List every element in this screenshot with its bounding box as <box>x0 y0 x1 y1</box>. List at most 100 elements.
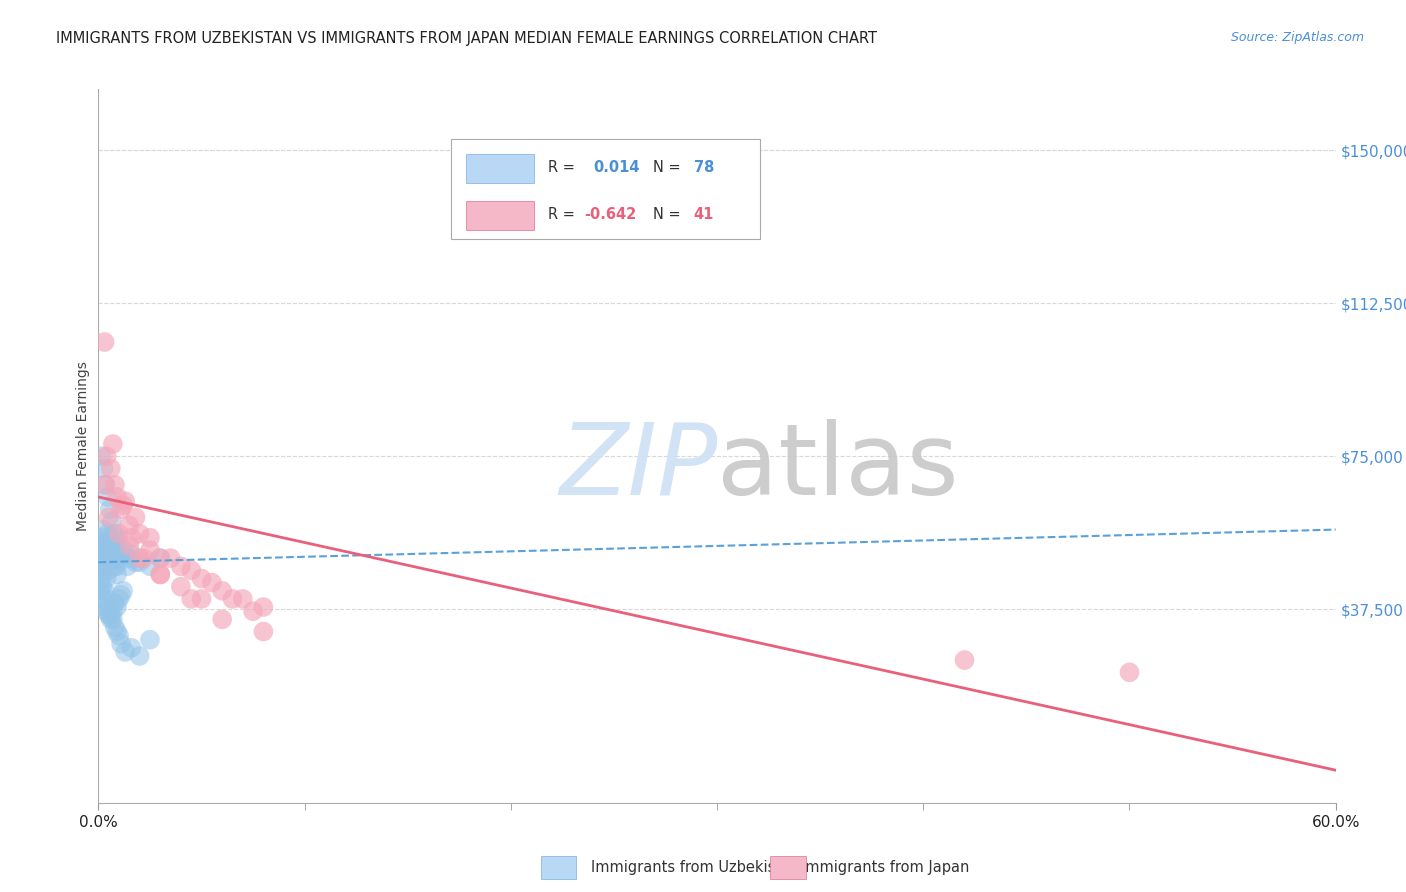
Point <box>90 449 112 463</box>
Point <box>105 600 128 615</box>
Point <box>242 604 264 618</box>
Point <box>97 600 120 615</box>
Text: R =: R = <box>547 207 579 221</box>
Point <box>108 591 131 606</box>
Point <box>100 612 122 626</box>
Point <box>128 551 150 566</box>
Point <box>90 534 112 549</box>
Point <box>112 543 135 558</box>
Point <box>100 608 122 623</box>
Point <box>100 555 122 569</box>
Point <box>108 629 131 643</box>
Point <box>94 547 117 561</box>
Point <box>104 477 127 491</box>
Point <box>91 591 114 606</box>
Point <box>97 551 120 566</box>
Point <box>953 653 976 667</box>
Text: N =: N = <box>652 160 685 175</box>
Point <box>96 555 118 569</box>
Point <box>170 559 193 574</box>
Point <box>93 523 115 537</box>
Point <box>93 334 115 349</box>
Point <box>98 547 121 561</box>
Point <box>93 583 115 598</box>
Point <box>105 624 128 639</box>
Point <box>107 534 129 549</box>
Point <box>118 539 141 553</box>
Point <box>97 526 120 541</box>
Point <box>96 604 118 618</box>
Point <box>94 477 117 491</box>
Point <box>97 608 120 623</box>
Point <box>101 547 124 561</box>
Point <box>97 563 120 577</box>
Point <box>252 624 274 639</box>
Point <box>132 551 155 566</box>
FancyBboxPatch shape <box>465 154 534 183</box>
Point <box>104 539 127 553</box>
Point <box>104 620 127 634</box>
Point <box>190 572 212 586</box>
Text: -0.642: -0.642 <box>585 207 637 221</box>
Point <box>93 559 115 574</box>
Point <box>96 572 118 586</box>
Point <box>101 543 124 558</box>
Text: Immigrants from Uzbekistan: Immigrants from Uzbekistan <box>591 860 799 874</box>
Point <box>139 531 162 545</box>
Point <box>180 591 202 606</box>
Point <box>105 567 128 582</box>
Point <box>96 449 118 463</box>
Point <box>110 637 132 651</box>
Point <box>93 539 115 553</box>
Text: Source: ZipAtlas.com: Source: ZipAtlas.com <box>1230 31 1364 45</box>
Point <box>93 600 115 615</box>
Y-axis label: Median Female Earnings: Median Female Earnings <box>76 361 90 531</box>
Point <box>252 600 274 615</box>
Point <box>101 612 124 626</box>
Point <box>170 580 193 594</box>
Point <box>124 555 146 569</box>
Point <box>128 648 150 663</box>
Point <box>211 583 233 598</box>
Point <box>159 551 181 566</box>
Text: Immigrants from Japan: Immigrants from Japan <box>801 860 970 874</box>
Point <box>117 559 139 574</box>
Point <box>149 551 172 566</box>
Point <box>139 543 162 558</box>
Point <box>128 555 150 569</box>
Text: N =: N = <box>652 207 685 221</box>
Point <box>139 559 162 574</box>
Point <box>201 575 224 590</box>
Text: atlas: atlas <box>717 419 959 516</box>
Point <box>124 510 146 524</box>
Point <box>108 526 131 541</box>
Point <box>101 515 124 529</box>
Point <box>105 559 128 574</box>
Point <box>97 510 120 524</box>
Point <box>110 588 132 602</box>
Point <box>118 518 141 533</box>
Point <box>180 563 202 577</box>
Point <box>89 583 111 598</box>
Point <box>110 551 132 566</box>
Point <box>91 567 114 582</box>
Point <box>98 502 121 516</box>
Text: 41: 41 <box>693 207 714 221</box>
Point <box>94 539 117 553</box>
Point <box>128 526 150 541</box>
Point <box>101 543 124 558</box>
Text: R =: R = <box>547 160 583 175</box>
Point <box>232 591 254 606</box>
Point <box>139 632 162 647</box>
Point <box>149 567 172 582</box>
Point <box>190 591 212 606</box>
Point <box>97 543 120 558</box>
Point <box>120 547 142 561</box>
Point <box>114 494 136 508</box>
Point <box>91 580 114 594</box>
Point <box>96 591 118 606</box>
Point <box>149 567 172 582</box>
Point <box>93 477 115 491</box>
Point <box>118 551 141 566</box>
Point <box>221 591 243 606</box>
